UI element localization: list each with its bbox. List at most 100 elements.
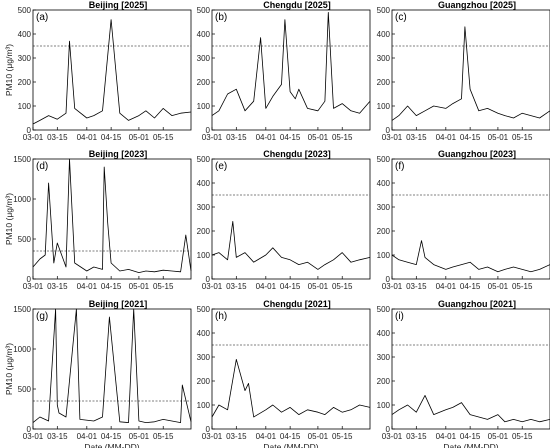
y-tick-label: 300 bbox=[197, 54, 211, 63]
panel-title: Chengdu [2025] bbox=[263, 0, 331, 10]
plot-frame bbox=[211, 158, 371, 280]
panel-title: Guangzhou [2023] bbox=[438, 149, 516, 159]
panel-letter: (b) bbox=[215, 12, 227, 23]
panel-i: 0 100 200 300 400 500 03-01 03-15 04-01 04-15 05-0… bbox=[377, 299, 550, 448]
y-axis-label: PM10 (μg/m³) bbox=[4, 343, 14, 395]
series-line bbox=[211, 358, 371, 418]
x-tick-label: 04-15 bbox=[460, 282, 481, 291]
y-tick-label: 0 bbox=[386, 275, 391, 284]
y-tick-label: 100 bbox=[377, 102, 391, 111]
x-tick-label: 03-01 bbox=[202, 282, 223, 291]
panel-c: 0 100 200 300 400 500 03-01 03-15 04-01 04-15 05-0… bbox=[377, 0, 550, 142]
panel-title: Beijing [2025] bbox=[89, 0, 148, 10]
x-tick-label: 05-01 bbox=[308, 282, 329, 291]
y-tick-label: 300 bbox=[377, 203, 391, 212]
x-axis-label: Date (MM-DD) bbox=[84, 442, 139, 448]
x-axis-label: Date (MM-DD) bbox=[263, 442, 318, 448]
y-tick-label: 100 bbox=[197, 102, 211, 111]
x-axis-label: Date (MM-DD) bbox=[443, 442, 498, 448]
y-tick-label: 0 bbox=[386, 126, 391, 135]
panel-letter: (a) bbox=[36, 12, 48, 23]
panel-letter: (c) bbox=[395, 12, 407, 23]
y-tick-label: 1500 bbox=[13, 305, 31, 314]
y-tick-label: 500 bbox=[197, 155, 211, 164]
plot-frame bbox=[32, 308, 192, 430]
x-tick-label: 03-01 bbox=[23, 133, 44, 142]
y-tick-label: 0 bbox=[206, 126, 211, 135]
x-tick-label: 04-15 bbox=[460, 133, 481, 142]
x-tick-label: 03-15 bbox=[226, 432, 247, 441]
panel-a: 0 100 200 300 400 500 03-01 03-15 04-01 04-15 05-0… bbox=[4, 0, 192, 142]
panel-letter: (h) bbox=[215, 311, 227, 322]
panel-letter: (f) bbox=[395, 161, 404, 172]
x-tick-label: 04-15 bbox=[280, 133, 301, 142]
x-tick-label: 04-01 bbox=[436, 432, 457, 441]
x-tick-label: 03-01 bbox=[202, 133, 223, 142]
series-line bbox=[211, 11, 371, 116]
x-tick-label: 05-15 bbox=[512, 432, 533, 441]
x-tick-label: 05-15 bbox=[153, 432, 174, 441]
y-tick-label: 100 bbox=[197, 401, 211, 410]
panel-f: 0 100 200 300 400 500 03-01 03-15 04-01 04-15 05-0… bbox=[377, 149, 550, 291]
panel-title: Guangzhou [2021] bbox=[438, 299, 516, 309]
y-tick-label: 500 bbox=[197, 6, 211, 15]
y-tick-label: 300 bbox=[377, 353, 391, 362]
x-tick-label: 03-15 bbox=[47, 133, 68, 142]
y-tick-label: 400 bbox=[197, 179, 211, 188]
y-tick-label: 0 bbox=[27, 425, 32, 434]
y-tick-label: 400 bbox=[197, 30, 211, 39]
series-line bbox=[391, 240, 550, 273]
x-tick-label: 04-01 bbox=[77, 432, 98, 441]
x-tick-label: 03-15 bbox=[47, 432, 68, 441]
y-tick-label: 400 bbox=[377, 179, 391, 188]
y-tick-label: 200 bbox=[18, 78, 32, 87]
x-tick-label: 04-15 bbox=[101, 282, 122, 291]
y-tick-label: 100 bbox=[197, 251, 211, 260]
plot-frame bbox=[391, 308, 550, 430]
y-tick-label: 500 bbox=[197, 305, 211, 314]
plot-frame bbox=[32, 158, 192, 280]
x-tick-label: 05-01 bbox=[129, 282, 150, 291]
y-tick-label: 300 bbox=[18, 54, 32, 63]
y-tick-label: 1500 bbox=[13, 155, 31, 164]
panel-b: 0 100 200 300 400 500 03-01 03-15 04-01 04-15 05-0… bbox=[197, 0, 371, 142]
panel-letter: (g) bbox=[36, 311, 48, 322]
panel-title: Guangzhou [2025] bbox=[438, 0, 516, 10]
series-line bbox=[32, 308, 192, 424]
x-tick-label: 05-01 bbox=[129, 432, 150, 441]
x-tick-label: 03-15 bbox=[226, 133, 247, 142]
x-tick-label: 05-01 bbox=[308, 432, 329, 441]
x-tick-label: 04-01 bbox=[256, 282, 277, 291]
series-line bbox=[32, 158, 192, 274]
x-tick-label: 04-01 bbox=[436, 282, 457, 291]
y-tick-label: 400 bbox=[18, 30, 32, 39]
x-tick-label: 04-01 bbox=[77, 133, 98, 142]
y-tick-label: 500 bbox=[377, 155, 391, 164]
x-tick-label: 04-15 bbox=[280, 432, 301, 441]
x-tick-label: 04-01 bbox=[436, 133, 457, 142]
y-tick-label: 200 bbox=[377, 227, 391, 236]
y-tick-label: 500 bbox=[18, 385, 32, 394]
x-tick-label: 04-15 bbox=[101, 432, 122, 441]
y-axis-label: PM10 (μg/m³) bbox=[4, 193, 14, 245]
y-tick-label: 200 bbox=[197, 227, 211, 236]
y-tick-label: 300 bbox=[377, 54, 391, 63]
x-tick-label: 04-01 bbox=[256, 133, 277, 142]
plot-frame bbox=[211, 9, 371, 131]
plot-frame bbox=[391, 9, 550, 131]
x-tick-label: 05-15 bbox=[332, 432, 353, 441]
panel-letter: (e) bbox=[215, 161, 227, 172]
series-line bbox=[391, 26, 550, 121]
plot-frame bbox=[32, 9, 192, 131]
y-tick-label: 1000 bbox=[13, 345, 31, 354]
y-tick-label: 0 bbox=[386, 425, 391, 434]
x-tick-label: 05-01 bbox=[488, 282, 509, 291]
y-tick-label: 0 bbox=[27, 275, 32, 284]
y-tick-label: 0 bbox=[206, 275, 211, 284]
x-tick-label: 03-01 bbox=[23, 432, 44, 441]
x-tick-label: 03-01 bbox=[382, 133, 403, 142]
panel-letter: (i) bbox=[395, 311, 404, 322]
panel-e: 0 100 200 300 400 500 03-01 03-15 04-01 04-15 05-0… bbox=[197, 149, 371, 291]
x-tick-label: 04-01 bbox=[256, 432, 277, 441]
y-tick-label: 200 bbox=[197, 78, 211, 87]
